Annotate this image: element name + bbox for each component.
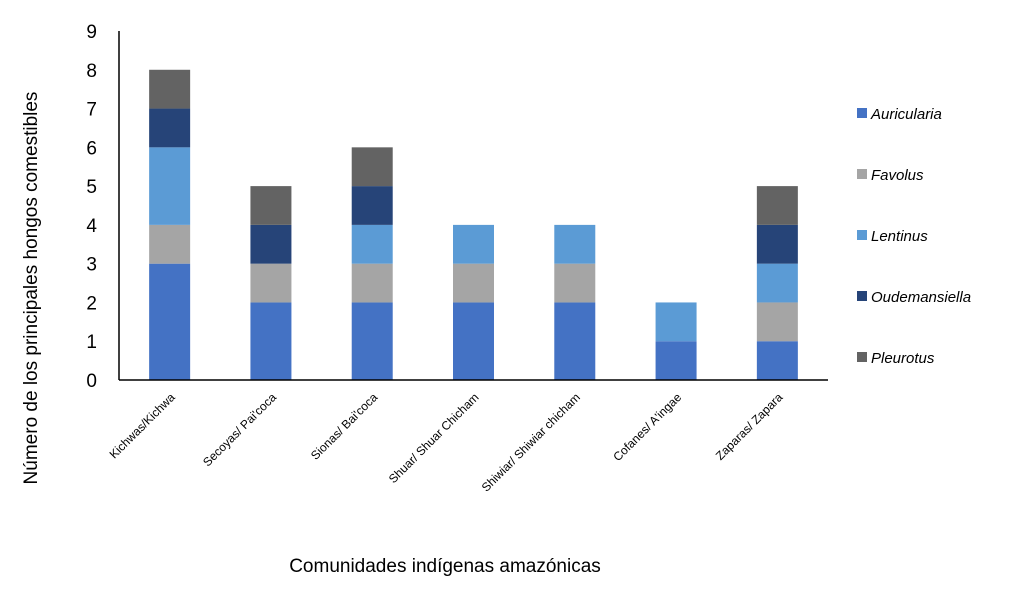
bar-segment-lentinus	[655, 302, 697, 342]
bar-segment-auricularia	[554, 302, 596, 380]
bar-segment-lentinus	[554, 224, 596, 264]
bar-segment-favolus	[250, 263, 292, 303]
y-tick-label: 8	[86, 61, 97, 82]
bar-segment-favolus	[554, 263, 596, 303]
x-category-label: Secoyas/ Pai'coca	[200, 390, 279, 469]
bar-segment-auricularia	[351, 302, 393, 380]
y-tick-label: 0	[86, 371, 97, 392]
y-axis-title: Número de los principales hongos comesti…	[21, 92, 42, 485]
bar-segment-oudemansiella	[351, 186, 393, 225]
bar-segment-auricularia	[655, 341, 697, 380]
legend-label-favolus: Favolus	[871, 167, 924, 184]
legend-label-lentinus: Lentinus	[871, 228, 928, 245]
x-category-label: Zaparas/ Zapara	[713, 390, 786, 463]
bar-segment-pleurotus	[756, 186, 798, 225]
x-category-label: Shuar/ Shuar Chicham	[386, 390, 482, 486]
legend-swatch-favolus	[857, 169, 867, 179]
bar-segment-pleurotus	[351, 147, 393, 187]
x-category-label: Sionas/ Bai'coca	[308, 390, 381, 463]
legend-swatch-pleurotus	[857, 352, 867, 362]
legend-label-oudemansiella: Oudemansiella	[871, 289, 971, 306]
bar-segment-oudemansiella	[250, 224, 292, 264]
legend: Auricularia Favolus Lentinus Oudemansiella P…	[857, 106, 971, 367]
bar-segment-favolus	[149, 224, 191, 264]
bar-segment-lentinus	[149, 147, 191, 225]
bar-segment-auricularia	[149, 263, 191, 380]
y-axis-ticks: 0 1 2 3 4 5 6 7 8 9	[86, 22, 97, 392]
y-tick-label: 9	[86, 22, 97, 43]
x-category-label: Cofanes/ A'ingae	[610, 390, 684, 464]
bar-segment-auricularia	[250, 302, 292, 380]
legend-label-auricularia: Auricularia	[870, 106, 942, 123]
y-tick-label: 3	[86, 255, 97, 276]
y-tick-label: 2	[86, 293, 97, 314]
legend-swatch-lentinus	[857, 230, 867, 240]
x-axis-title: Comunidades indígenas amazónicas	[289, 556, 601, 577]
y-tick-label: 5	[86, 177, 97, 198]
bar-segment-favolus	[756, 302, 798, 342]
bar-segment-oudemansiella	[149, 108, 191, 148]
bar-segment-pleurotus	[250, 186, 292, 225]
legend-swatch-auricularia	[857, 108, 867, 118]
x-category-label: Kichwas/Kichwa	[107, 390, 178, 461]
bar-segment-oudemansiella	[756, 224, 798, 264]
bar-segment-auricularia	[453, 302, 494, 380]
y-tick-label: 7	[86, 100, 97, 121]
bar-segment-lentinus	[453, 224, 494, 264]
y-tick-label: 4	[86, 216, 97, 237]
legend-swatch-oudemansiella	[857, 291, 867, 301]
bar-segment-lentinus	[756, 263, 798, 303]
y-tick-label: 6	[86, 138, 97, 159]
x-category-label: Shiwiar/ Shiwiar chicham	[479, 390, 583, 494]
legend-label-pleurotus: Pleurotus	[871, 350, 935, 367]
bar-segment-auricularia	[756, 341, 798, 380]
x-axis-categories: Kichwas/Kichwa Secoyas/ Pai'coca Sionas/ B…	[107, 390, 786, 494]
bar-segment-lentinus	[351, 224, 393, 264]
y-tick-label: 1	[86, 332, 97, 353]
bar-segment-favolus	[351, 263, 393, 303]
bar-segment-pleurotus	[149, 69, 191, 109]
bars-layer	[149, 69, 798, 380]
bar-segment-favolus	[453, 263, 494, 303]
